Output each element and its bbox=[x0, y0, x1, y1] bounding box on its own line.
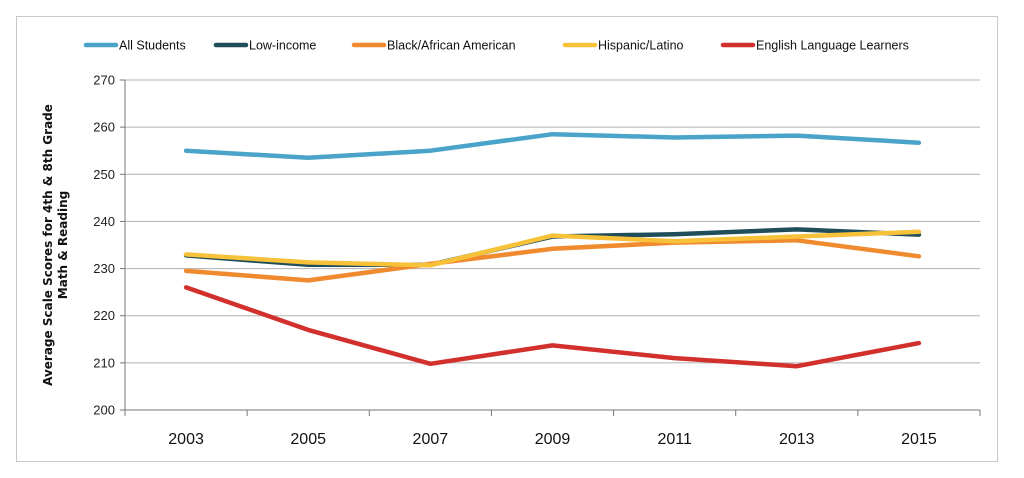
y-tick-label-270: 270 bbox=[93, 73, 115, 88]
y-axis-label-line-1: Average Scale Scores for 4th & 8th Grade bbox=[41, 104, 55, 386]
series-lines bbox=[183, 131, 922, 369]
y-tick-label-210: 210 bbox=[93, 355, 115, 370]
legend-label-hispanic-latino: Hispanic/Latino bbox=[598, 39, 684, 53]
axes: 200 210 220 230 240 250 260 270 2003 2005 2007 2009… bbox=[93, 73, 981, 448]
legend-label-all-students: All Students bbox=[119, 39, 186, 53]
legend-label-english-language-learners: English Language Learners bbox=[756, 39, 909, 53]
series-line-english-language-learners bbox=[183, 285, 922, 369]
gridlines bbox=[125, 79, 980, 364]
x-tick-label-2003: 2003 bbox=[168, 431, 204, 448]
y-axis-label-line-2: Math & Reading bbox=[56, 191, 70, 299]
x-tick-label-2015: 2015 bbox=[901, 431, 937, 448]
x-tick-label-2009: 2009 bbox=[535, 431, 571, 448]
chart-frame bbox=[16, 16, 998, 462]
legend-label-low-income: Low-income bbox=[249, 39, 316, 53]
x-tick-label-2013: 2013 bbox=[779, 431, 815, 448]
x-tick-label-2005: 2005 bbox=[290, 431, 326, 448]
y-tick-label-230: 230 bbox=[93, 261, 115, 276]
y-tick-label-200: 200 bbox=[93, 403, 115, 418]
y-tick-label-220: 220 bbox=[93, 308, 115, 323]
y-tick-label-240: 240 bbox=[93, 214, 115, 229]
series-line-all-students bbox=[183, 131, 922, 161]
y-tick-label-250: 250 bbox=[93, 167, 115, 182]
y-tick-label-260: 260 bbox=[93, 120, 115, 135]
legend: All Students Low-income Black/African Amer… bbox=[83, 39, 909, 53]
x-tick-label-2011: 2011 bbox=[657, 431, 692, 448]
x-tick-label-2007: 2007 bbox=[413, 431, 449, 448]
legend-label-black-african-american: Black/African American bbox=[387, 39, 516, 53]
